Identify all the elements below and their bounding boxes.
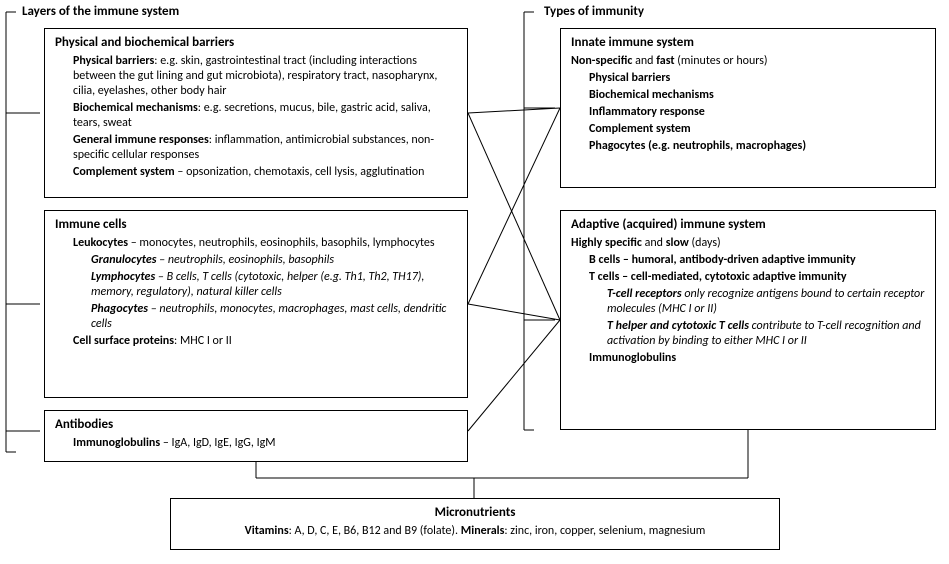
box-line: Phagocytes – neutrophils, monocytes, mac… [55, 302, 457, 332]
box-innate-immune: Innate immune system Non-specific and fas… [560, 28, 936, 188]
box-title: Micronutrients [181, 505, 769, 520]
box-line: T cells – cell-mediated, cytotoxic adapt… [571, 270, 925, 285]
box-line: Cell surface proteins: MHC I or II [55, 334, 457, 349]
box-antibodies: Antibodies Immunoglobulins – IgA, IgD, Ig… [44, 410, 468, 462]
box-title: Adaptive (acquired) immune system [571, 217, 925, 232]
box-title: Immune cells [55, 217, 457, 232]
box-line: Highly specific and slow (days) [571, 236, 925, 251]
box-line: Biochemical mechanisms [571, 88, 925, 103]
box-line: Physical barriers: e.g. skin, gastrointe… [55, 54, 457, 99]
box-line: Granulocytes – neutrophils, eosinophils,… [55, 253, 457, 268]
box-title: Antibodies [55, 417, 457, 432]
box-title: Physical and biochemical barriers [55, 35, 457, 50]
box-line: General immune responses: inflammation, … [55, 133, 457, 163]
box-line: Lymphocytes – B cells, T cells (cytotoxi… [55, 270, 457, 300]
box-line: B cells – humoral, antibody-driven adapt… [571, 253, 925, 268]
box-physical-barriers: Physical and biochemical barriers Physica… [44, 28, 468, 198]
box-line: Phagocytes (e.g. neutrophils, macrophage… [571, 139, 925, 154]
box-line: Complement system [571, 122, 925, 137]
box-line: T-cell receptors only recognize antigens… [571, 287, 925, 317]
box-title: Innate immune system [571, 35, 925, 50]
box-line: Inflammatory response [571, 105, 925, 120]
box-line: Physical barriers [571, 71, 925, 86]
box-line: T helper and cytotoxic T cells contribut… [571, 319, 925, 349]
box-line: Immunoglobulins [571, 351, 925, 366]
box-line: Complement system – opsonization, chemot… [55, 165, 457, 180]
left-group-label: Layers of the immune system [18, 4, 183, 19]
right-group-label: Types of immunity [540, 4, 648, 19]
box-line: Biochemical mechanisms: e.g. secretions,… [55, 101, 457, 131]
box-line: Vitamins: A, D, C, E, B6, B12 and B9 (fo… [181, 524, 769, 539]
box-line: Non-specific and fast (minutes or hours) [571, 54, 925, 69]
box-line: Leukocytes – monocytes, neutrophils, eos… [55, 236, 457, 251]
box-line: Immunoglobulins – IgA, IgD, IgE, IgG, Ig… [55, 436, 457, 451]
box-micronutrients: Micronutrients Vitamins: A, D, C, E, B6, … [170, 498, 780, 550]
box-adaptive-immune: Adaptive (acquired) immune system Highly … [560, 210, 936, 430]
box-immune-cells: Immune cells Leukocytes – monocytes, neut… [44, 210, 468, 398]
